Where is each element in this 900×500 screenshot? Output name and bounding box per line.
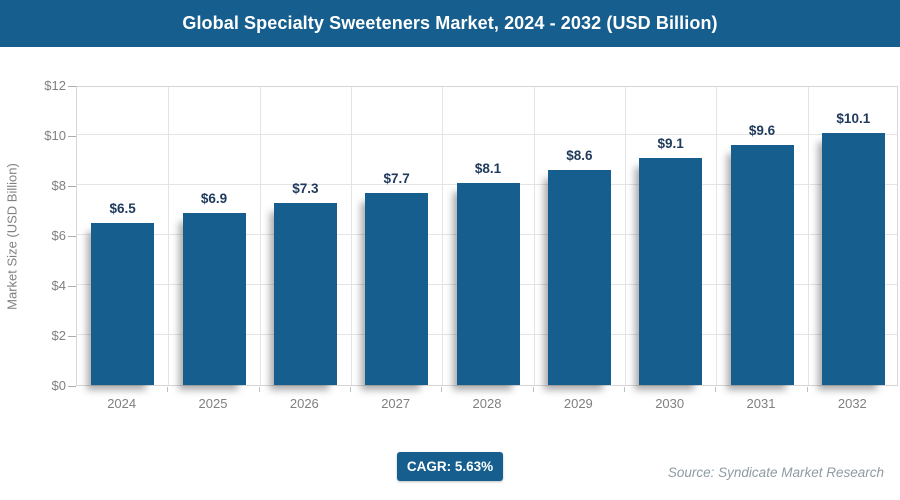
bar-value-label: $7.7 [383,170,410,186]
bar-value-label: $8.1 [474,160,502,176]
gridline-vertical [351,87,352,385]
plot-area: $6.5 $6.9 $7.3 $7.7 $8.1 $8.6 $9.1 $9.6 $10.1 [76,86,898,386]
x-tick-label: 2028 [472,396,502,411]
x-tick-mark [806,387,808,392]
y-tick-label: $10 [44,128,66,143]
y-tick-label: $4 [51,278,66,293]
bar-value-label: $6.9 [200,190,228,206]
bar-value-label: $8.6 [566,148,593,163]
bar-2025 [182,212,246,385]
gridline-vertical [807,87,809,385]
cagr-badge: CAGR: 5.63% [397,452,503,481]
gridline-vertical [716,87,718,385]
bar-2027 [365,192,429,385]
x-tick-mark [258,387,260,392]
bar-2026 [273,202,337,385]
y-tick-mark [68,136,76,137]
x-tick-label: 2032 [837,396,867,411]
y-tick-mark [68,386,76,387]
gridline-horizontal [77,134,897,135]
gridline-vertical [168,87,170,385]
y-tick-label: $0 [51,378,66,393]
bar-value-label: $7.3 [292,180,319,196]
bar-2024 [91,222,155,385]
y-tick-mark [68,336,76,337]
y-tick-label: $6 [51,228,66,243]
bar-value-label: $9.1 [657,135,684,151]
chart-header-bar: Global Specialty Sweeteners Market, 2024… [0,0,900,47]
x-tick-label: 2029 [563,396,593,411]
chart-title: Global Specialty Sweeteners Market, 2024… [182,13,718,33]
y-tick-mark [68,286,76,287]
bar-value-label: $6.5 [109,200,136,216]
source-attribution: Source: Syndicate Market Research [667,465,884,480]
x-tick-mark [441,387,443,392]
y-tick-mark [68,86,76,87]
x-tick-label: 2026 [289,396,319,411]
x-tick-label: 2030 [655,396,685,411]
gridline-vertical [259,87,261,385]
bar-2032 [821,132,885,385]
bar-2031 [730,145,794,385]
cagr-label: CAGR: 5.63% [406,459,494,474]
y-tick-label: $12 [44,78,66,93]
x-tick-label: 2031 [746,396,776,411]
bar-2028 [456,182,520,385]
gridline-vertical [533,87,535,385]
gridline-vertical [625,87,626,385]
x-tick-mark [715,387,717,392]
gridline-vertical [442,87,444,385]
bar-2029 [547,170,611,385]
bar-value-label: $10.1 [836,110,871,126]
x-tick-label: 2025 [198,396,228,411]
bar-value-label: $9.6 [748,123,776,138]
x-tick-label: 2027 [381,396,411,411]
y-tick-label: $2 [51,328,66,343]
x-tick-mark [624,387,625,392]
y-tick-label: $8 [51,178,66,193]
x-tick-mark [350,387,351,392]
y-tick-mark [68,236,76,237]
x-tick-mark [167,387,169,392]
x-tick-label: 2024 [107,396,137,411]
y-tick-mark [68,186,76,187]
bar-2030 [639,157,703,385]
x-tick-mark [532,387,534,392]
